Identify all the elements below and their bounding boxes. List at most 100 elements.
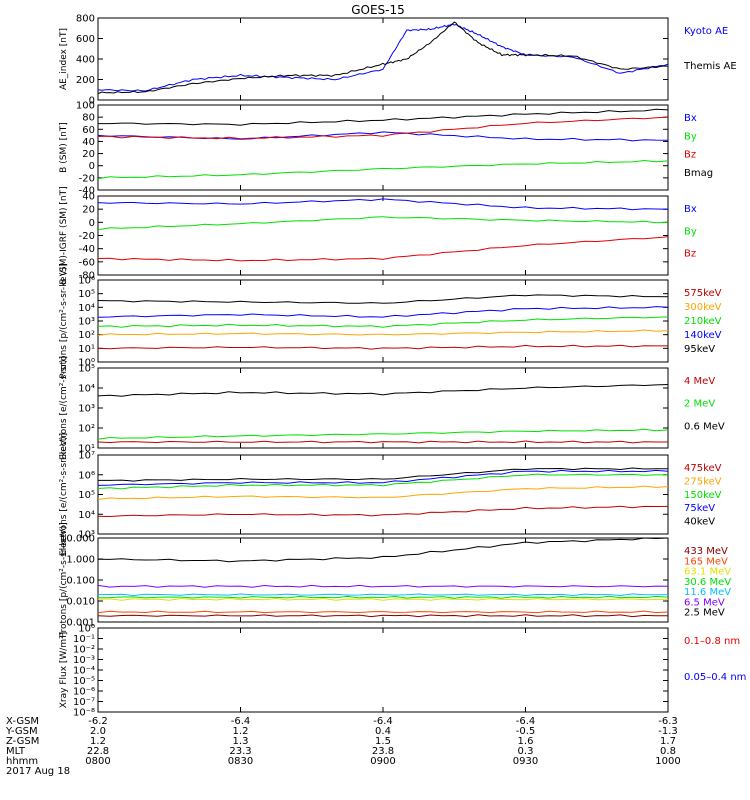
y-tick-label: 10³ xyxy=(78,530,95,541)
y-tick-label: 0.010 xyxy=(66,597,95,608)
y-tick-label: -60 xyxy=(79,257,95,268)
y-tick-label: 10³ xyxy=(78,404,95,415)
y-tick-label: 10⁻³ xyxy=(73,655,95,666)
footer-value: 2.0 xyxy=(90,726,106,737)
y-tick-label: 40 xyxy=(82,192,95,203)
legend-label: 300keV xyxy=(684,302,722,313)
footer-value: 1.3 xyxy=(233,736,249,747)
legend-label: 40keV xyxy=(684,517,715,528)
y-tick-label: 10¹ xyxy=(78,444,95,455)
y-tick-label: 10⁻⁶ xyxy=(73,687,95,698)
legend-label: 30.6 MeV xyxy=(684,577,731,588)
y-tick-label: 10⁻¹ xyxy=(73,634,95,645)
y-tick-label: 80 xyxy=(82,113,95,124)
legend-label: Bz xyxy=(684,150,696,161)
series-line-6 xyxy=(97,584,669,588)
y-tick-label: 20 xyxy=(82,149,95,160)
y-tick-label: 10⁻⁵ xyxy=(73,676,95,687)
footer-value: 1.2 xyxy=(90,736,106,747)
footer-value: -1.3 xyxy=(658,726,678,737)
y-tick-label: 10⁰ xyxy=(78,624,95,635)
y-tick-label: 200 xyxy=(76,75,95,86)
y-tick-label: 10⁻⁴ xyxy=(73,666,95,677)
y-axis-label: AE_index [nT] xyxy=(59,28,69,90)
legend-label: 2 MeV xyxy=(684,399,715,410)
series-line-4 xyxy=(97,469,669,486)
y-tick-label: 100 xyxy=(76,101,95,112)
panel-frame xyxy=(97,537,669,623)
y-tick-label: 0.001 xyxy=(66,618,95,629)
footer-value: -6.4 xyxy=(516,716,536,727)
legend-label: Kyoto AE xyxy=(684,26,728,37)
legend-label: 11.6 MeV xyxy=(684,587,731,598)
panel-frame xyxy=(97,367,669,449)
legend-label: 63.1 MeV xyxy=(684,567,731,578)
legend-label: 475keV xyxy=(684,463,722,474)
series-line-3 xyxy=(97,316,669,328)
y-tick-label: 10⁻² xyxy=(73,645,95,656)
y-tick-label: 60 xyxy=(82,125,95,136)
panel-3: 40 20 0 -20 -40 -60 -80 B (SM)-IGRF (SM) [nT] Bx… xyxy=(59,186,697,284)
y-tick-label: 0 xyxy=(89,218,95,229)
series-line-1 xyxy=(97,23,669,92)
y-tick-label: 10⁰ xyxy=(78,358,95,369)
footer-row-label: hhmm xyxy=(6,756,38,767)
series-line-2 xyxy=(97,216,669,231)
series-line-3 xyxy=(97,116,669,140)
series-line-3 xyxy=(97,384,669,397)
footer-value: -0.5 xyxy=(516,726,536,737)
footer-value: 23.3 xyxy=(229,746,251,757)
legend-label: Bmag xyxy=(684,168,713,179)
legend-label: 210keV xyxy=(684,316,722,327)
panel-4: 10⁰ 10¹ 10² 10³ 10⁴ 10⁵ 10⁶ Protons [p/(cm²-s-s… xyxy=(59,263,722,379)
panel-6: 10³ 10⁴ 10⁵ 10⁶ 10⁷ Electrons [e/(cm²-s-sr-ke… xyxy=(59,433,722,556)
y-tick-label: 0 xyxy=(89,96,95,107)
y-tick-label: 40 xyxy=(82,137,95,148)
footer-value: -6.2 xyxy=(88,716,108,727)
series-line-2 xyxy=(97,159,669,180)
footer-value: 1000 xyxy=(655,756,680,767)
footer-value: -6.3 xyxy=(658,716,678,727)
y-tick-label: -80 xyxy=(79,271,95,282)
legend-label: 275keV xyxy=(684,476,722,487)
legend-label: 0.6 MeV xyxy=(684,421,725,432)
y-axis-label: Protons [p/(cm²-s-sr-keV)] xyxy=(59,263,69,379)
y-axis-label: Electrons [e/(cm²-s-sr)] xyxy=(59,356,69,460)
y-axis-label: Protons [p/(cm²-s-sr-keV)] xyxy=(59,522,69,638)
series-line-1 xyxy=(97,505,669,518)
y-tick-label: 600 xyxy=(76,34,95,45)
footer-value: 0900 xyxy=(370,756,395,767)
y-tick-label: -20 xyxy=(79,173,95,184)
y-tick-label: 10⁴ xyxy=(78,510,95,521)
y-tick-label: 0.100 xyxy=(66,576,95,587)
footer-row-label: Y-GSM xyxy=(5,726,38,737)
footer-value: 23.8 xyxy=(372,746,394,757)
series-line-3 xyxy=(97,473,669,490)
series-line-4 xyxy=(98,108,669,126)
series-line-2 xyxy=(97,485,669,501)
legend-label: Bx xyxy=(684,204,697,215)
series-line-3 xyxy=(97,597,669,601)
series-line-1 xyxy=(97,344,668,350)
series-line-2 xyxy=(97,329,669,336)
footer-value: 0.4 xyxy=(375,726,391,737)
footer-value: 0800 xyxy=(85,756,110,767)
y-tick-label: 10⁻⁷ xyxy=(73,697,95,708)
footer-row-label: X-GSM xyxy=(6,716,39,727)
y-tick-label: -40 xyxy=(79,244,95,255)
y-tick-label: 10⁴ xyxy=(78,303,95,314)
y-tick-label: 20 xyxy=(82,205,95,216)
y-tick-label: 10⁵ xyxy=(78,289,95,300)
legend-label: 575keV xyxy=(684,288,722,299)
y-tick-label: 10⁶ xyxy=(78,470,95,481)
series-line-2 xyxy=(97,610,669,614)
panel-frame xyxy=(97,454,669,535)
y-tick-label: 10³ xyxy=(78,317,95,328)
y-axis-label: Electrons [e/(cm²-s-sr-keV)] xyxy=(59,433,69,556)
legend-label: 4 MeV xyxy=(684,376,715,387)
y-tick-label: -40 xyxy=(79,186,95,197)
footer-value: 22.8 xyxy=(87,746,109,757)
panel-1: 0 200 400 600 800 AE_index [nT] Kyoto AE Themis… xyxy=(59,14,737,107)
